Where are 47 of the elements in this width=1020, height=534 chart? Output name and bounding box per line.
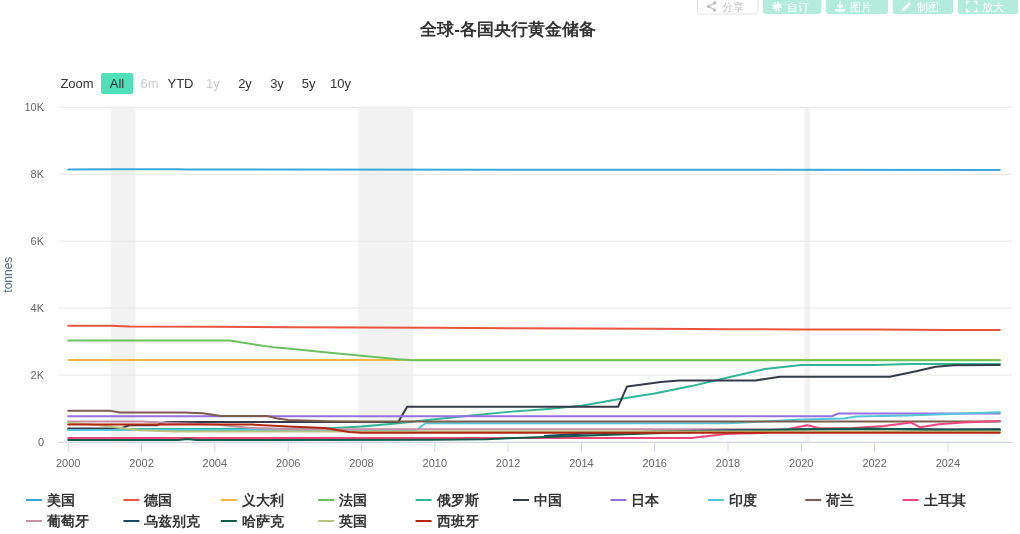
- y-axis-title: tonnes: [1, 256, 15, 293]
- x-tick-label: 2016: [642, 457, 667, 469]
- text: 10y: [330, 76, 352, 91]
- x-tick-label: 2012: [495, 457, 521, 469]
- legend-label: 葡萄牙: [46, 513, 89, 530]
- y-tick-label: 2K: [30, 368, 45, 381]
- legend-label: 日本: [631, 492, 661, 509]
- y-tick-label: 0: [37, 435, 44, 448]
- x-tick-label: 2020: [789, 457, 814, 469]
- x-tick-label: 2018: [715, 457, 741, 469]
- y-tick-label: 10K: [24, 101, 45, 114]
- x-tick-label: 2010: [422, 457, 448, 469]
- legend-label: 哈萨克: [241, 513, 285, 530]
- legend-label: 法国: [338, 492, 368, 509]
- legend-label: 荷兰: [825, 492, 855, 509]
- legend-label: 美国: [46, 492, 75, 509]
- legend-label: 乌兹别克: [143, 513, 202, 530]
- text: 放大: [981, 1, 1004, 13]
- legend-label: 英国: [338, 513, 368, 530]
- text: All: [109, 76, 125, 91]
- x-tick-label: 2002: [129, 457, 154, 469]
- text: 图片: [850, 1, 872, 13]
- text: 制图: [916, 1, 939, 13]
- text: Zoom: [60, 76, 94, 91]
- x-tick-label: 2000: [55, 457, 81, 469]
- legend-label: 中国: [534, 492, 562, 509]
- text: 5y: [301, 76, 317, 91]
- x-tick-label: 2004: [202, 457, 228, 469]
- text: YTD: [167, 76, 194, 91]
- y-tick-label: 8K: [30, 168, 45, 181]
- text: 3y: [270, 76, 285, 91]
- text: 2y: [238, 76, 253, 91]
- legend-label: 义大利: [240, 492, 284, 509]
- y-tick-label: 4K: [30, 301, 45, 314]
- text: 自订: [787, 1, 809, 13]
- x-tick-label: 2008: [349, 457, 374, 469]
- legend-label: 德国: [143, 492, 173, 509]
- y-tick-label: 6K: [30, 235, 45, 248]
- x-tick-label: 2022: [862, 457, 887, 469]
- chart-title: 全球-各国央行黄金储备: [419, 20, 596, 39]
- x-tick-label: 2024: [935, 457, 961, 469]
- legend-label: 印度: [728, 492, 757, 509]
- legend-label: 俄罗斯: [435, 492, 479, 509]
- x-tick-label: 2006: [275, 457, 301, 469]
- x-tick-label: 2014: [569, 457, 594, 469]
- legend-label: 西班牙: [435, 513, 479, 530]
- legend-label: 土耳其: [922, 492, 966, 509]
